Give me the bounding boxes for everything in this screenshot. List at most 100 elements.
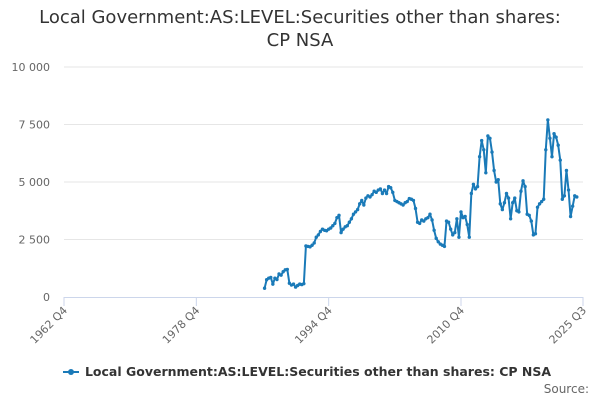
data-point[interactable] bbox=[451, 233, 455, 237]
data-point[interactable] bbox=[401, 203, 405, 207]
data-point[interactable] bbox=[362, 203, 366, 207]
data-point[interactable] bbox=[314, 235, 318, 239]
data-point[interactable] bbox=[463, 214, 467, 219]
data-point[interactable] bbox=[378, 187, 383, 191]
data-point[interactable] bbox=[506, 196, 511, 200]
data-point[interactable] bbox=[380, 191, 385, 196]
data-point[interactable] bbox=[262, 286, 267, 290]
data-point[interactable] bbox=[353, 210, 358, 214]
data-point[interactable] bbox=[498, 202, 502, 206]
data-point[interactable] bbox=[271, 282, 275, 286]
data-point[interactable] bbox=[465, 222, 469, 227]
data-point[interactable] bbox=[560, 197, 565, 201]
data-point[interactable] bbox=[413, 206, 418, 211]
data-point[interactable] bbox=[345, 224, 349, 228]
data-point[interactable] bbox=[575, 195, 579, 199]
data-point[interactable] bbox=[482, 148, 486, 152]
data-point[interactable] bbox=[513, 196, 517, 200]
data-point[interactable] bbox=[374, 190, 378, 195]
data-point[interactable] bbox=[477, 155, 482, 159]
series-line[interactable] bbox=[263, 118, 578, 290]
data-point[interactable] bbox=[333, 221, 337, 226]
data-point[interactable] bbox=[508, 217, 513, 221]
data-point[interactable] bbox=[533, 232, 538, 236]
data-point[interactable] bbox=[405, 199, 409, 204]
data-point[interactable] bbox=[391, 190, 395, 195]
data-point[interactable] bbox=[537, 202, 542, 206]
data-point[interactable] bbox=[329, 226, 333, 230]
data-point[interactable] bbox=[570, 204, 575, 208]
data-point[interactable] bbox=[486, 134, 490, 138]
data-point[interactable] bbox=[471, 182, 476, 186]
data-point[interactable] bbox=[446, 220, 451, 224]
data-point[interactable] bbox=[502, 201, 507, 205]
data-point[interactable] bbox=[285, 267, 290, 272]
data-point[interactable] bbox=[347, 220, 352, 224]
data-point[interactable] bbox=[316, 233, 321, 237]
data-point[interactable] bbox=[467, 235, 471, 239]
data-point[interactable] bbox=[469, 191, 474, 196]
data-point[interactable] bbox=[275, 277, 279, 282]
data-point[interactable] bbox=[517, 210, 521, 214]
data-point[interactable] bbox=[364, 196, 368, 200]
source-credit[interactable]: Source: bbox=[543, 382, 589, 396]
data-point[interactable] bbox=[523, 184, 527, 189]
data-point[interactable] bbox=[494, 180, 498, 184]
data-point[interactable] bbox=[562, 194, 567, 198]
data-point[interactable] bbox=[500, 207, 505, 212]
data-point[interactable] bbox=[542, 197, 546, 201]
data-point[interactable] bbox=[357, 202, 362, 206]
legend[interactable]: Local Government:AS:LEVEL:Securities oth… bbox=[0, 364, 600, 380]
data-point[interactable] bbox=[337, 213, 341, 218]
data-point[interactable] bbox=[355, 207, 360, 212]
data-point[interactable] bbox=[492, 168, 496, 173]
data-point[interactable] bbox=[511, 201, 515, 205]
data-point[interactable] bbox=[291, 282, 296, 286]
data-point[interactable] bbox=[479, 138, 484, 143]
data-point[interactable] bbox=[349, 217, 354, 221]
data-point[interactable] bbox=[548, 136, 552, 140]
data-point[interactable] bbox=[430, 218, 434, 222]
data-point[interactable] bbox=[556, 143, 560, 147]
data-point[interactable] bbox=[269, 275, 273, 280]
data-point[interactable] bbox=[302, 281, 306, 286]
data-point[interactable] bbox=[519, 189, 523, 193]
data-point[interactable] bbox=[417, 221, 422, 226]
data-point[interactable] bbox=[484, 171, 488, 175]
data-point[interactable] bbox=[490, 150, 494, 154]
data-point[interactable] bbox=[527, 213, 531, 218]
data-point[interactable] bbox=[504, 191, 509, 196]
data-point[interactable] bbox=[331, 224, 335, 228]
data-point[interactable] bbox=[442, 244, 447, 249]
data-point[interactable] bbox=[411, 198, 416, 203]
data-point[interactable] bbox=[422, 219, 426, 223]
data-point[interactable] bbox=[544, 148, 548, 152]
data-point[interactable] bbox=[370, 192, 374, 197]
data-point[interactable] bbox=[475, 184, 480, 189]
data-point[interactable] bbox=[312, 241, 316, 245]
data-point[interactable] bbox=[318, 229, 323, 234]
data-point[interactable] bbox=[535, 205, 540, 209]
data-point[interactable] bbox=[488, 136, 492, 140]
data-point[interactable] bbox=[539, 199, 544, 204]
data-point[interactable] bbox=[459, 210, 463, 214]
data-point[interactable] bbox=[389, 186, 393, 190]
data-point[interactable] bbox=[368, 195, 372, 199]
data-point[interactable] bbox=[310, 243, 314, 247]
data-point[interactable] bbox=[426, 215, 430, 220]
data-point[interactable] bbox=[554, 135, 558, 139]
data-point[interactable] bbox=[448, 227, 453, 231]
data-point[interactable] bbox=[457, 235, 461, 239]
data-point[interactable] bbox=[428, 212, 432, 216]
data-point[interactable] bbox=[279, 273, 283, 277]
data-point[interactable] bbox=[568, 214, 573, 219]
data-point[interactable] bbox=[546, 118, 550, 122]
data-point[interactable] bbox=[436, 240, 440, 244]
data-point[interactable] bbox=[473, 187, 478, 191]
data-point[interactable] bbox=[496, 178, 500, 182]
data-point[interactable] bbox=[521, 179, 525, 183]
data-point[interactable] bbox=[351, 212, 356, 216]
data-point[interactable] bbox=[552, 132, 556, 136]
data-point[interactable] bbox=[558, 158, 562, 162]
data-point[interactable] bbox=[455, 217, 459, 221]
